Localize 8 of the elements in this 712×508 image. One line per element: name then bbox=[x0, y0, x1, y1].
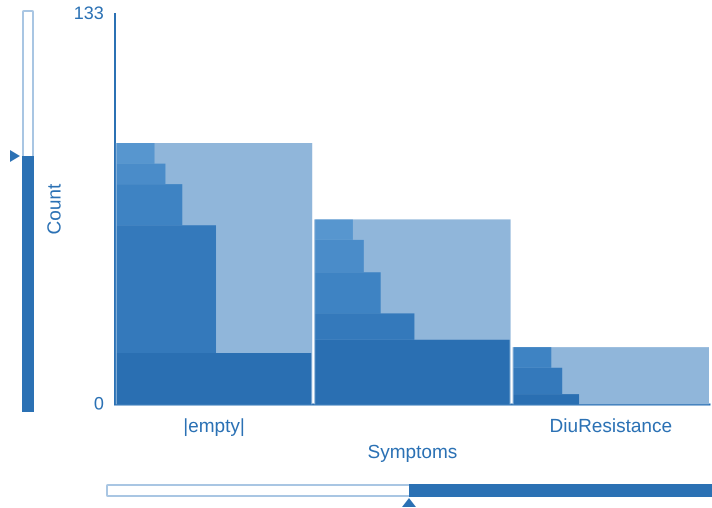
y-tick-label: 0 bbox=[94, 393, 104, 414]
bar bbox=[116, 143, 155, 164]
bar bbox=[315, 219, 353, 240]
y-axis-title: Count bbox=[44, 183, 66, 234]
x-tick-label: DiuResistance bbox=[550, 416, 672, 438]
x-tick-label: |empty| bbox=[183, 416, 245, 438]
y-tick-label: 133 bbox=[74, 2, 104, 23]
x-axis-title: Symptoms bbox=[368, 442, 458, 463]
